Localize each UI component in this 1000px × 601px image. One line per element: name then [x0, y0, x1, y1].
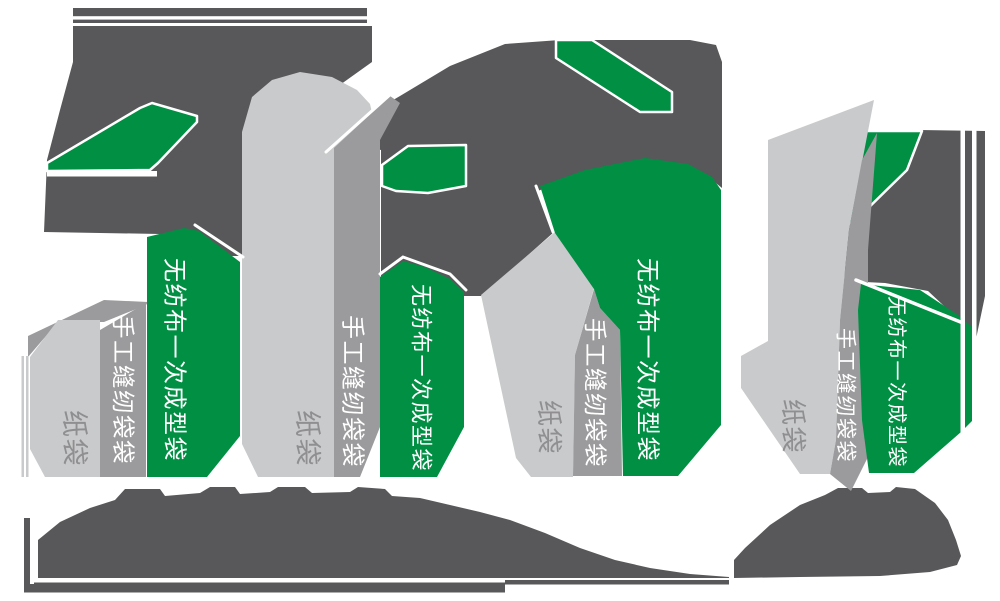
frame-white-lines [30, 16, 977, 584]
white-gap-top-left [47, 171, 157, 177]
bar-group-3 [481, 158, 721, 477]
green-shard-group2 [380, 143, 468, 195]
green-swoosh-group1 [45, 101, 199, 173]
bar-group-2 [242, 72, 464, 477]
bar-label-paper-g2: 纸袋 [292, 410, 322, 467]
frame-top-white-gap [73, 16, 367, 20]
bar-nonwoven-g3 [540, 158, 721, 476]
frame-left-white-gap [30, 518, 34, 584]
white-cut-g3 [534, 184, 555, 234]
bar-label-nonwoven-g3: 无纺布一次成型袋 [634, 258, 661, 462]
bar-label-handsewn-g4: 手工缝纫袋袋 [834, 328, 857, 463]
bar-label-nonwoven-g4: 无纺布一次成型袋 [885, 296, 908, 468]
bar-label-nonwoven-g2: 无纺布一次成型袋 [409, 284, 434, 472]
bar-handsewn-g1 [100, 303, 146, 477]
bar-paper-g3 [481, 232, 594, 477]
white-cut-lines [47, 91, 965, 325]
bar-label-paper-g1: 纸袋 [59, 410, 89, 467]
frame-left-line [24, 518, 30, 592]
gray-wedge-group1 [28, 300, 148, 357]
bar-paper-g1 [30, 320, 100, 477]
bar-group-4 [741, 100, 975, 491]
bar-label-layer: 纸袋 手工缝纫袋袋 无纺布一次成型袋 纸袋 手工缝纫袋袋 无纺布一次成型袋 纸袋… [59, 258, 908, 472]
bar-label-paper-g3: 纸袋 [534, 400, 564, 455]
bar-handsewn-g3 [573, 289, 622, 476]
green-swoosh-group3 [554, 38, 674, 114]
white-cut-g1 [193, 223, 245, 259]
frame-bottom-band [24, 582, 505, 593]
white-cut-g4 [854, 278, 965, 325]
ink-splash-bottom-left [38, 487, 729, 578]
frame-left-sliver-inner [26, 356, 29, 477]
bar-nonwoven-g2 [380, 261, 464, 477]
frame-bottom-thin-line [505, 580, 729, 585]
white-cut-g2 [378, 255, 468, 292]
bar-paper-g4 [741, 100, 874, 474]
bar-nonwoven-g1 [147, 228, 240, 477]
bar-label-paper-g4: 纸袋 [778, 399, 808, 454]
frame-right-white-gap-inner [960, 128, 965, 443]
frame-top-line [73, 8, 367, 23]
frame-left-sliver-outer [21, 356, 24, 477]
bar-label-handsewn-g2: 手工缝纫袋袋 [339, 315, 366, 468]
ink-splash-bottom-right [734, 487, 961, 578]
bar-nonwoven-g4 [858, 284, 975, 473]
bar-label-handsewn-g1: 手工缝纫袋袋 [110, 315, 136, 465]
bar-label-handsewn-g3: 手工缝纫袋袋 [582, 318, 608, 468]
bar-group-1 [21, 228, 240, 477]
white-cut-g2-slash [324, 91, 394, 154]
frame-right-white-gap-outer [972, 128, 977, 430]
bar-label-nonwoven-g1: 无纺布一次成型袋 [161, 258, 188, 462]
bar-handsewn-g2 [334, 96, 400, 477]
